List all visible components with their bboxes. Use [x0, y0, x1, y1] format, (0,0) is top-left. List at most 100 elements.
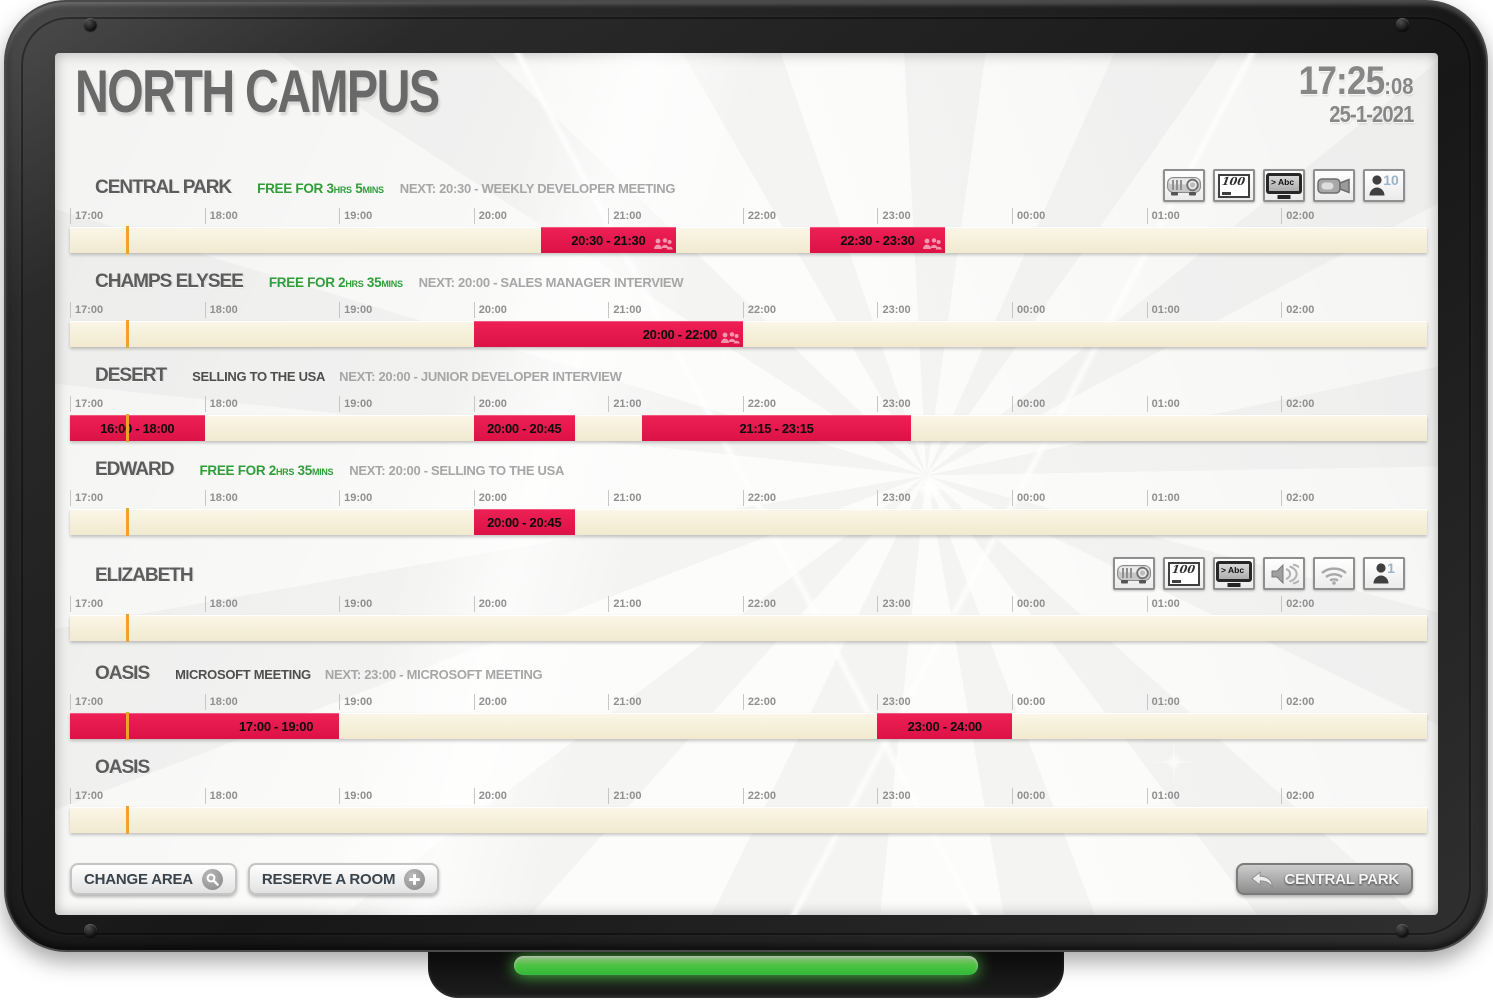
hour-label: 21:00 — [608, 694, 641, 710]
booking-slot[interactable]: 20:00 - 22:00 — [473, 321, 743, 347]
hour-label: 19:00 — [339, 208, 372, 224]
hour-label: 19:00 — [339, 596, 372, 612]
hour-label: 17:00 — [70, 396, 103, 412]
current-time-line — [126, 806, 130, 834]
booking-slot[interactable]: 22:30 - 23:30 — [810, 227, 945, 253]
room-status-current: SELLING TO THE USA — [192, 369, 326, 384]
hour-label: 20:00 — [473, 396, 507, 412]
back-room-label: CENTRAL PARK — [1284, 870, 1399, 888]
hour-label: 01:00 — [1146, 694, 1180, 710]
hour-label: 00:00 — [1012, 490, 1045, 506]
hour-label: 19:00 — [339, 490, 372, 506]
booking-slot[interactable]: 17:00 - 19:00 — [70, 713, 340, 739]
clock-time: 17:25 — [1299, 59, 1386, 103]
booking-slot[interactable]: 21:15 - 23:15 — [641, 415, 912, 441]
hour-scale: 17:00 18:00 19:00 20:00 21:00 22:00 23:00 00:00… — [70, 395, 1427, 414]
booking-slot[interactable]: 20:30 - 21:30 — [541, 227, 676, 253]
capacity-icon: 10 — [1363, 169, 1405, 202]
hour-scale: 17:00 18:00 19:00 20:00 21:00 22:00 23:00 00:00… — [70, 207, 1427, 226]
hour-label: 01:00 — [1146, 208, 1180, 224]
booking-time-label: 20:00 - 20:45 — [487, 514, 562, 530]
hour-label: 19:00 — [339, 302, 372, 318]
room-status-current: MICROSOFT MEETING — [175, 667, 311, 682]
hour-label: 00:00 — [1012, 302, 1045, 318]
room-header: CENTRAL PARK FREE FOR 3HRS 5MINS NEXT: 20:… — [70, 169, 1427, 205]
hour-label: 20:00 — [473, 694, 507, 710]
room-row[interactable]: DESERT SELLING TO THE USA NEXT: 20:00 - JU… — [70, 359, 1427, 453]
hour-label: 02:00 — [1281, 208, 1314, 224]
back-to-room-button[interactable]: CENTRAL PARK — [1236, 863, 1413, 895]
hour-label: 18:00 — [204, 788, 238, 804]
whiteboard-icon: 100 — [1163, 557, 1205, 590]
timeline-bar[interactable]: 17:00 - 19:00 23:00 - 24:00 — [70, 712, 1427, 740]
room-row[interactable]: OASIS 17:00 18:00 19:00 20:00 21:00 22:00 23:00… — [70, 751, 1427, 845]
hour-scale: 17:00 18:00 19:00 20:00 21:00 22:00 23:00 00:00… — [70, 787, 1427, 806]
change-area-label: CHANGE AREA — [84, 870, 193, 888]
timeline-bar[interactable]: 16:00 - 18:00 20:00 - 20:45 21:15 - 23:15 — [70, 414, 1427, 442]
hour-scale: 17:00 18:00 19:00 20:00 21:00 22:00 23:00 00:00… — [70, 595, 1427, 614]
attendees-icon — [922, 237, 942, 251]
hour-label: 23:00 — [877, 694, 911, 710]
hour-label: 23:00 — [877, 396, 911, 412]
hour-label: 21:00 — [608, 490, 641, 506]
plus-icon — [404, 868, 426, 890]
room-row[interactable]: OASIS MICROSOFT MEETING NEXT: 23:00 - MICR… — [70, 657, 1427, 751]
screen: NORTH CAMPUS 17:25:08 25-1-2021 CENTRAL … — [55, 53, 1438, 915]
screen-icon: > Abc — [1213, 557, 1255, 590]
hour-label: 22:00 — [742, 694, 776, 710]
current-time-line — [126, 712, 130, 740]
current-time-line — [126, 414, 130, 442]
timeline-bar[interactable]: 20:00 - 22:00 — [70, 320, 1427, 348]
booking-time-label: 23:00 - 24:00 — [907, 718, 982, 734]
hour-label: 00:00 — [1012, 596, 1045, 612]
room-row[interactable]: CHAMPS ELYSEE FREE FOR 2HRS 35MINS NEXT: 2… — [70, 265, 1427, 359]
attendees-icon — [653, 237, 673, 251]
booking-slot[interactable]: 23:00 - 24:00 — [877, 713, 1013, 739]
hour-label: 23:00 — [877, 490, 911, 506]
timeline-bar[interactable]: 20:00 - 20:45 — [70, 508, 1427, 536]
room-equipment-icons: 100 > Abc 10 — [1163, 169, 1405, 202]
hour-scale: 17:00 18:00 19:00 20:00 21:00 22:00 23:00 00:00… — [70, 693, 1427, 712]
room-header: DESERT SELLING TO THE USA NEXT: 20:00 - JU… — [70, 359, 1427, 393]
current-time-line — [126, 226, 130, 254]
booking-slot[interactable]: 16:00 - 18:00 — [70, 415, 205, 441]
speaker-icon — [1263, 557, 1305, 590]
booking-slot[interactable]: 20:00 - 20:45 — [473, 415, 575, 441]
hour-label: 23:00 — [877, 596, 911, 612]
room-status-free: FREE FOR 2HRS 35MINS — [199, 463, 334, 478]
bezel-screw — [1396, 18, 1409, 31]
hour-label: 21:00 — [608, 208, 641, 224]
hour-label: 20:00 — [473, 596, 507, 612]
hour-scale: 17:00 18:00 19:00 20:00 21:00 22:00 23:00 00:00… — [70, 301, 1427, 320]
change-area-button[interactable]: CHANGE AREA — [70, 863, 237, 895]
status-led-bar — [514, 956, 978, 975]
timeline-bar[interactable] — [70, 806, 1427, 834]
room-row[interactable]: ELIZABETH 100 > Abc 1 17:00 18:00 19:00 20:00 21… — [70, 557, 1427, 653]
hour-label: 17:00 — [70, 490, 103, 506]
hour-label: 18:00 — [204, 396, 238, 412]
hour-label: 19:00 — [339, 694, 372, 710]
booking-time-label: 17:00 - 19:00 — [239, 718, 314, 734]
hour-label: 21:00 — [608, 396, 641, 412]
booking-slot[interactable]: 20:00 - 20:45 — [473, 509, 575, 535]
room-name: OASIS — [95, 663, 150, 684]
room-header: EDWARD FREE FOR 2HRS 35MINS NEXT: 20:00 - … — [70, 453, 1427, 487]
reserve-room-button[interactable]: RESERVE A ROOM — [247, 863, 440, 895]
room-status-free: FREE FOR 2HRS 35MINS — [268, 275, 403, 290]
room-name: CHAMPS ELYSEE — [95, 271, 244, 292]
hour-label: 22:00 — [742, 208, 776, 224]
hour-scale: 17:00 18:00 19:00 20:00 21:00 22:00 23:00 00:00… — [70, 489, 1427, 508]
hour-label: 23:00 — [877, 208, 911, 224]
booking-time-label: 20:30 - 21:30 — [571, 232, 646, 248]
room-row[interactable]: CENTRAL PARK FREE FOR 3HRS 5MINS NEXT: 20:… — [70, 169, 1427, 265]
room-status-next: NEXT: 20:00 - SELLING TO THE USA — [349, 463, 565, 478]
room-equipment-icons: 100 > Abc 1 — [1113, 557, 1405, 590]
projector-icon — [1113, 557, 1155, 590]
timeline-bar[interactable] — [70, 614, 1427, 642]
room-name: DESERT — [95, 365, 167, 386]
timeline-bar[interactable]: 20:30 - 21:30 22:30 - 23:30 — [70, 226, 1427, 254]
room-status-next: NEXT: 23:00 - MICROSOFT MEETING — [324, 667, 543, 682]
booking-time-label: 22:30 - 23:30 — [840, 232, 915, 248]
room-row[interactable]: EDWARD FREE FOR 2HRS 35MINS NEXT: 20:00 - … — [70, 453, 1427, 547]
room-header: ELIZABETH 100 > Abc 1 — [70, 557, 1427, 593]
